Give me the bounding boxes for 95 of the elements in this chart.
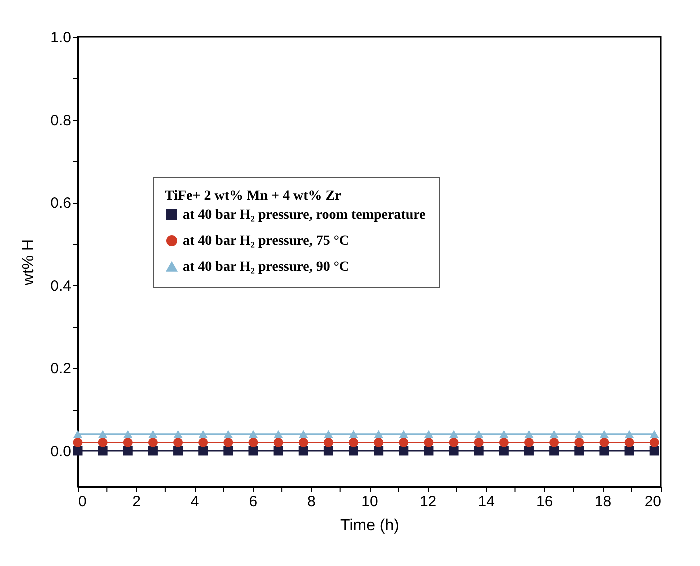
- point: [98, 430, 108, 439]
- point: [298, 446, 308, 456]
- point: [298, 438, 308, 448]
- point: [174, 438, 184, 448]
- x-tick-label: 14: [478, 494, 495, 510]
- point: [624, 446, 634, 456]
- point: [248, 430, 258, 439]
- point: [650, 438, 660, 448]
- y-axis-title: wt% H: [20, 239, 38, 287]
- point: [449, 438, 459, 448]
- point: [123, 430, 133, 439]
- point: [474, 438, 484, 448]
- point: [550, 430, 560, 439]
- point: [349, 446, 359, 456]
- x-tick-label: 8: [308, 494, 316, 510]
- legend-title: TiFe+ 2 wt% Mn + 4 wt% Zr: [165, 189, 342, 204]
- point: [374, 430, 384, 439]
- y-tick-label: 0.0: [50, 443, 72, 460]
- point: [399, 430, 409, 439]
- y-tick-label: 0.2: [50, 360, 72, 378]
- x-axis-title: Time (h): [340, 518, 400, 534]
- point: [600, 430, 610, 439]
- point: [298, 430, 308, 439]
- legend-label: at 40 bar H₂ pressure, room temperature: [183, 208, 426, 223]
- point: [574, 438, 584, 448]
- point: [424, 438, 434, 448]
- point: [600, 446, 610, 456]
- point: [650, 446, 660, 456]
- point: [349, 430, 358, 439]
- point: [399, 438, 409, 448]
- point: [424, 446, 434, 456]
- point: [574, 430, 584, 439]
- y-tick-label: 0.4: [50, 278, 72, 295]
- point: [274, 446, 284, 456]
- point: [324, 438, 334, 448]
- point: [198, 430, 208, 439]
- point: [123, 446, 133, 456]
- point: [73, 430, 83, 439]
- point: [574, 446, 584, 456]
- x-tick-label: 10: [362, 494, 378, 510]
- y-tick-label: 1.0: [50, 30, 72, 46]
- point: [148, 430, 158, 439]
- point: [399, 446, 409, 456]
- x-tick-label: 0: [78, 494, 87, 510]
- point: [349, 438, 358, 448]
- point: [650, 430, 660, 439]
- y-tick-label: 0.8: [50, 112, 72, 130]
- point: [98, 446, 108, 456]
- point: [324, 430, 334, 439]
- point: [248, 446, 258, 456]
- point: [274, 430, 284, 439]
- point: [499, 438, 509, 448]
- point: [374, 438, 384, 448]
- point: [449, 446, 459, 456]
- x-tick-label: 20: [644, 494, 662, 510]
- x-tick-label: 16: [536, 494, 554, 510]
- point: [474, 446, 484, 456]
- point: [148, 438, 158, 448]
- point: [123, 438, 133, 448]
- point: [98, 438, 108, 448]
- point: [524, 438, 534, 448]
- point: [148, 446, 158, 456]
- point: [424, 430, 434, 439]
- point: [624, 438, 634, 448]
- point: [524, 430, 534, 439]
- point: [248, 438, 258, 448]
- point: [624, 430, 634, 439]
- point: [224, 438, 234, 448]
- x-tick-label: 2: [132, 494, 141, 510]
- point: [374, 446, 384, 456]
- legend-label: at 40 bar H₂ pressure, 75 °C: [183, 234, 350, 249]
- point: [550, 446, 560, 456]
- y-tick-label: 0.6: [50, 195, 72, 212]
- x-tick-label: 6: [249, 494, 258, 510]
- point: [600, 438, 610, 448]
- point: [174, 430, 184, 439]
- point: [324, 446, 334, 456]
- x-tick-label: 4: [190, 494, 200, 510]
- x-tick-label: 12: [420, 494, 437, 510]
- point: [499, 446, 509, 456]
- point: [524, 446, 534, 456]
- x-tick-label: 18: [594, 494, 612, 510]
- point: [73, 438, 83, 448]
- point: [198, 446, 208, 456]
- legend-label: at 40 bar H₂ pressure, 90 °C: [183, 260, 350, 275]
- point: [224, 446, 234, 456]
- point: [174, 446, 184, 456]
- point: [224, 430, 234, 439]
- point: [198, 438, 208, 448]
- point: [550, 438, 560, 448]
- point: [474, 430, 484, 439]
- point: [449, 430, 459, 439]
- point: [274, 438, 284, 448]
- point: [73, 446, 83, 456]
- point: [499, 430, 509, 439]
